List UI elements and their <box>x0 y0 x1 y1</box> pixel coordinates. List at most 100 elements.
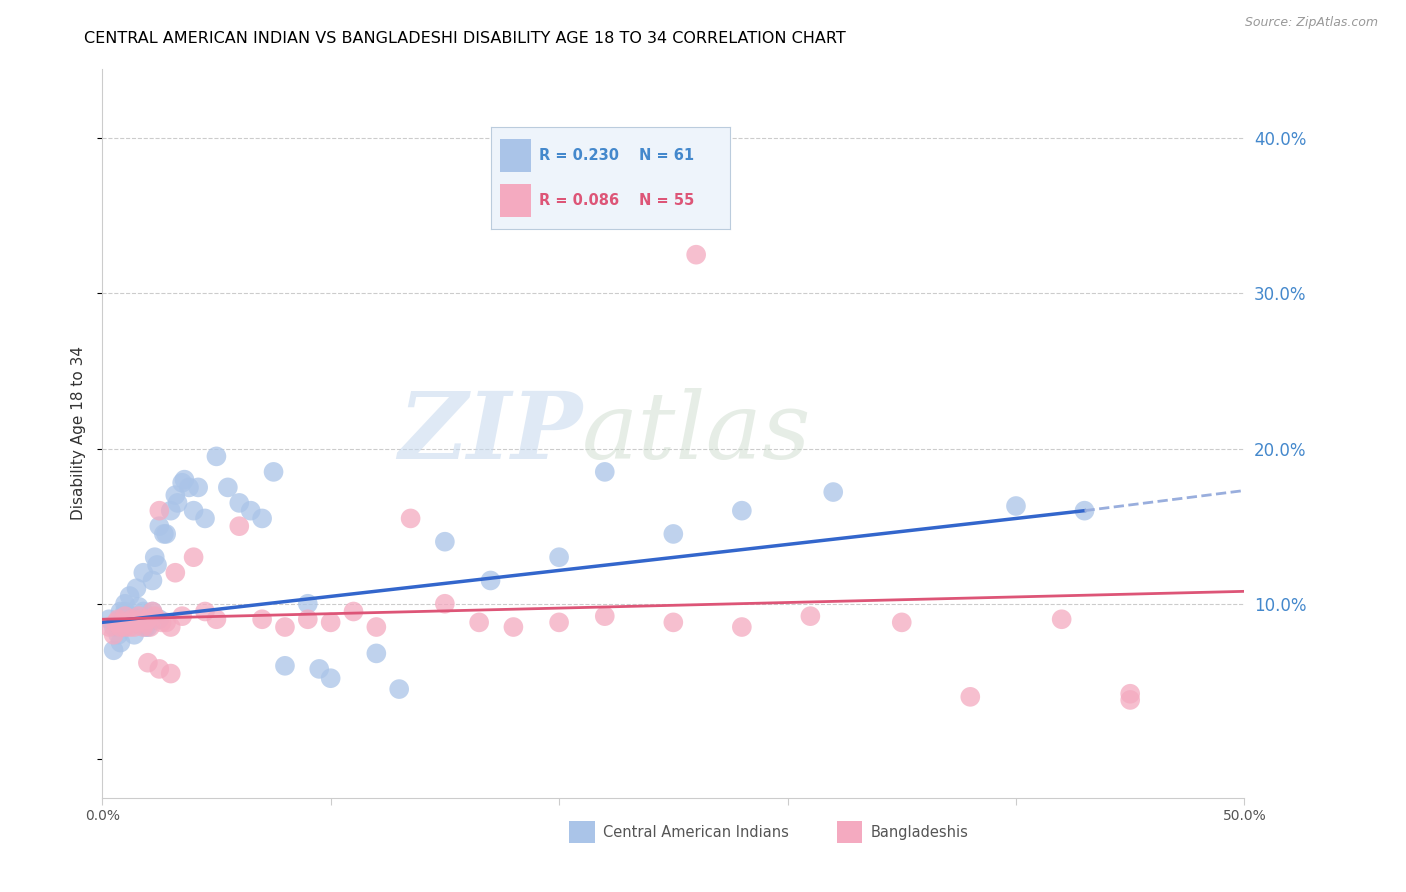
Point <box>1119 687 1142 701</box>
Point <box>129 612 152 626</box>
Point <box>146 558 169 572</box>
Point <box>103 628 125 642</box>
Point <box>141 574 163 588</box>
Point <box>194 605 217 619</box>
Point <box>183 550 205 565</box>
Point <box>132 566 155 580</box>
Point <box>479 574 502 588</box>
Point <box>183 503 205 517</box>
Text: atlas: atlas <box>582 388 811 478</box>
Text: Bangladeshis: Bangladeshis <box>870 825 969 839</box>
Point <box>433 597 456 611</box>
Point <box>136 612 159 626</box>
Point <box>177 480 200 494</box>
Point <box>155 527 177 541</box>
Point <box>114 620 136 634</box>
Point <box>187 480 209 494</box>
Point <box>153 527 176 541</box>
Point <box>110 605 132 619</box>
Point <box>136 656 159 670</box>
Point <box>319 671 342 685</box>
Point <box>98 620 121 634</box>
Point <box>172 609 194 624</box>
Point <box>662 615 685 630</box>
Point <box>731 620 754 634</box>
Point <box>685 248 707 262</box>
Point <box>122 628 145 642</box>
Point <box>114 620 136 634</box>
Point <box>98 612 121 626</box>
Point <box>148 612 170 626</box>
Point <box>399 511 422 525</box>
Point <box>148 503 170 517</box>
Point <box>159 503 181 517</box>
Point <box>308 662 330 676</box>
Point <box>194 511 217 525</box>
Point <box>114 605 136 619</box>
Point <box>217 480 239 494</box>
Text: ZIP: ZIP <box>398 388 582 478</box>
Point <box>890 615 912 630</box>
Point <box>205 612 228 626</box>
Point <box>122 620 145 634</box>
Point <box>274 658 297 673</box>
Point <box>107 628 129 642</box>
Point <box>959 690 981 704</box>
Point <box>128 599 150 614</box>
Text: Source: ZipAtlas.com: Source: ZipAtlas.com <box>1244 16 1378 29</box>
Point <box>366 620 388 634</box>
Point <box>548 615 571 630</box>
Point <box>593 465 616 479</box>
Text: Central American Indians: Central American Indians <box>603 825 789 839</box>
Point <box>1119 693 1142 707</box>
Point <box>165 488 187 502</box>
Point <box>173 473 195 487</box>
Point <box>228 496 250 510</box>
Point <box>228 519 250 533</box>
Point <box>731 503 754 517</box>
Point <box>172 475 194 490</box>
Point <box>342 605 364 619</box>
Point <box>1005 499 1028 513</box>
Point <box>239 503 262 517</box>
Point <box>148 519 170 533</box>
Point <box>128 615 150 630</box>
Point <box>139 620 162 634</box>
Point <box>593 609 616 624</box>
Point <box>1073 503 1095 517</box>
Point <box>159 620 181 634</box>
Point <box>125 612 148 626</box>
Point <box>107 612 129 626</box>
Point <box>132 620 155 634</box>
Point <box>111 615 134 630</box>
Point <box>104 615 127 630</box>
Point <box>139 612 162 626</box>
Point <box>502 620 524 634</box>
Point <box>823 485 845 500</box>
Point <box>165 566 187 580</box>
Point <box>110 620 132 634</box>
Point <box>250 511 273 525</box>
Point <box>118 589 141 603</box>
Point <box>114 609 136 624</box>
Point <box>1050 612 1073 626</box>
Point <box>117 615 139 630</box>
Point <box>388 682 411 697</box>
Point <box>250 612 273 626</box>
Point <box>125 581 148 595</box>
Point <box>148 662 170 676</box>
Point <box>114 597 136 611</box>
Point <box>136 620 159 634</box>
Point <box>141 605 163 619</box>
Point <box>118 615 141 630</box>
Point <box>366 647 388 661</box>
Point <box>662 527 685 541</box>
Point <box>143 550 166 565</box>
Point <box>159 666 181 681</box>
Point <box>548 550 571 565</box>
Point <box>135 620 157 634</box>
Point <box>110 635 132 649</box>
Point <box>121 609 143 624</box>
Point <box>205 450 228 464</box>
Point <box>166 496 188 510</box>
